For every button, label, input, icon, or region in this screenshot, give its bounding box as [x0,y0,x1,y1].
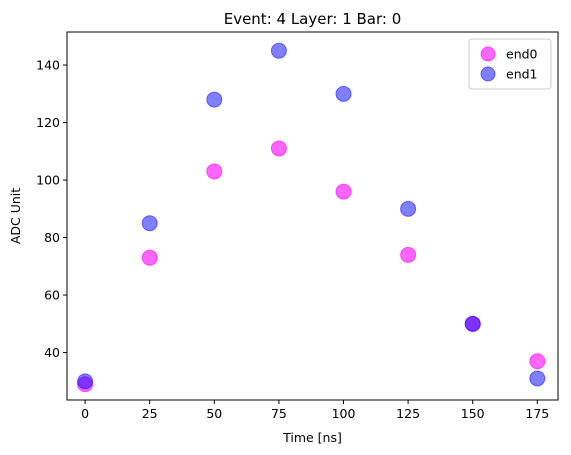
x-tick-label: 125 [396,406,420,421]
y-tick-label: 120 [36,115,60,130]
data-point-end1 [142,216,157,231]
legend: end0 end1 [469,39,551,89]
data-point-end1 [271,43,286,58]
data-point-end0 [336,184,351,199]
x-axis-label: Time [ns] [282,430,342,445]
y-axis-label: ADC Unit [8,188,23,244]
legend-label-end0: end0 [506,47,538,62]
x-tick-label: 100 [332,406,356,421]
legend-label-end1: end1 [506,67,538,82]
data-point-end1 [207,92,222,107]
data-point-end0 [271,141,286,156]
data-point-end0 [207,164,222,179]
data-point-end1 [401,201,416,216]
data-point-end0 [401,247,416,262]
x-tick-label: 50 [206,406,222,421]
legend-marker-end1 [481,67,495,81]
y-tick-label: 140 [36,58,60,73]
data-point-end1 [530,371,545,386]
x-tick-label: 0 [81,406,89,421]
y-tick-label: 80 [44,230,60,245]
chart-title: Event: 4 Layer: 1 Bar: 0 [224,10,402,28]
data-point-end0 [142,250,157,265]
data-point-end1 [78,374,93,389]
x-tick-label: 25 [142,406,158,421]
data-point-end1 [465,316,480,331]
data-point-end0 [530,354,545,369]
x-tick-label: 150 [461,406,485,421]
x-tick-label: 75 [271,406,287,421]
data-point-end1 [336,86,351,101]
legend-marker-end0 [481,47,495,61]
y-tick-label: 60 [44,288,60,303]
x-tick-label: 175 [525,406,549,421]
y-tick-label: 100 [36,173,60,188]
y-tick-label: 40 [44,345,60,360]
